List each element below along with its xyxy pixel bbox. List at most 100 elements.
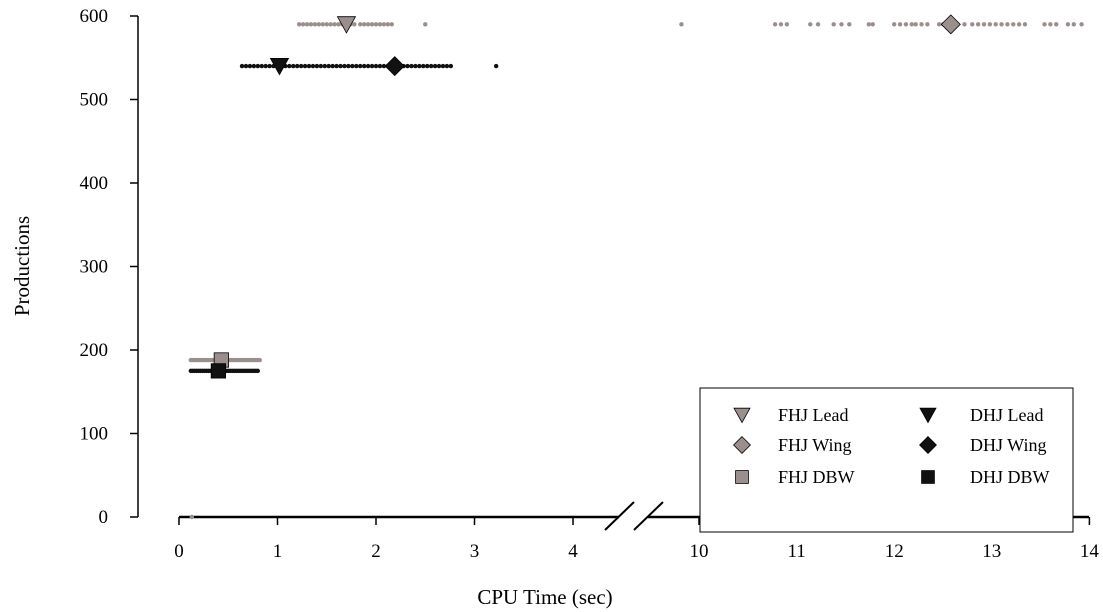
legend-label-dhj-dbw: DHJ DBW <box>970 467 1050 487</box>
run-point <box>1048 22 1053 27</box>
run-point <box>304 22 310 27</box>
run-point <box>831 22 836 27</box>
run-point <box>369 63 375 69</box>
run-point <box>423 22 428 27</box>
run-point <box>870 22 875 27</box>
legend-swatch-dhj-lead <box>919 407 937 424</box>
run-point <box>361 22 367 27</box>
run-point <box>1042 22 1047 27</box>
run-point <box>892 22 897 27</box>
run-point <box>358 63 363 69</box>
run-point <box>312 22 318 27</box>
run-point <box>839 22 844 27</box>
run-point <box>332 22 337 27</box>
run-point <box>320 22 326 27</box>
legend-label-fhj-dbw: FHJ DBW <box>778 467 855 487</box>
run-point <box>1079 22 1084 27</box>
run-point <box>259 63 264 69</box>
x-tick-label: 3 <box>470 541 480 562</box>
run-point <box>330 63 335 69</box>
run-point <box>784 22 790 27</box>
run-point <box>975 22 981 27</box>
run-point <box>377 22 383 27</box>
run-point <box>1065 22 1071 27</box>
run-point <box>421 63 426 69</box>
dhj-dbw-mean-marker <box>210 363 226 379</box>
run-point <box>381 63 387 69</box>
run-point <box>772 22 778 27</box>
run-point <box>962 22 967 27</box>
y-tick-label: 100 <box>80 424 109 445</box>
run-point <box>432 63 438 69</box>
run-point <box>255 368 260 374</box>
legend-swatch-dhj-wing <box>919 436 937 454</box>
run-point <box>936 22 942 27</box>
run-point <box>326 63 331 69</box>
run-point <box>308 22 314 27</box>
x-tick-label: 10 <box>690 541 709 562</box>
run-point <box>255 63 260 69</box>
run-point <box>1016 22 1022 27</box>
dhj-wing-mean-marker <box>384 56 405 77</box>
run-point <box>389 22 394 27</box>
run-point <box>1071 22 1076 27</box>
legend-label-fhj-wing: FHJ Wing <box>778 435 851 455</box>
run-point <box>243 63 249 69</box>
legend-label-fhj-lead: FHJ Lead <box>778 405 849 425</box>
run-point <box>1011 22 1016 27</box>
run-point <box>909 22 914 27</box>
legend-swatch-dhj-dbw <box>921 470 935 484</box>
x-tick-label: 11 <box>787 541 805 562</box>
legend-box <box>699 387 1074 533</box>
run-point <box>189 514 195 520</box>
x-axis-title: CPU Time (sec) <box>477 585 612 609</box>
x-tick-label: 13 <box>982 541 1001 562</box>
run-point <box>913 22 918 27</box>
dhj-lead-mean-marker <box>269 58 290 76</box>
run-point <box>314 63 320 69</box>
legend: FHJ Lead FHJ Wing FHJ DBW DHJ Lead DHJ Wing D… <box>699 387 1074 533</box>
run-point <box>334 63 339 69</box>
run-point <box>444 63 450 69</box>
run-point <box>300 22 306 27</box>
run-point <box>428 63 434 69</box>
run-point <box>847 22 852 27</box>
y-tick-label: 300 <box>80 257 109 278</box>
run-point <box>417 63 422 69</box>
run-point <box>993 22 998 27</box>
run-point <box>413 63 418 69</box>
run-point <box>409 63 414 69</box>
fhj-lead-mean-marker <box>336 16 357 34</box>
run-point <box>815 22 821 27</box>
x-tick-label: 12 <box>885 541 904 562</box>
run-point <box>358 22 363 27</box>
run-point <box>778 22 784 27</box>
run-point <box>897 22 903 27</box>
axis-break-mark <box>633 501 664 531</box>
run-point <box>295 63 300 69</box>
run-point <box>377 63 383 69</box>
run-point <box>298 63 304 69</box>
y-axis-title: Productions <box>10 216 34 316</box>
run-point <box>306 63 312 69</box>
run-point <box>373 63 379 69</box>
run-point <box>318 63 324 69</box>
run-point <box>925 22 930 27</box>
run-point <box>346 63 351 69</box>
x-tick-label: 1 <box>273 541 283 562</box>
run-point <box>338 63 343 69</box>
run-point <box>350 63 355 69</box>
legend-label-dhj-wing: DHJ Wing <box>970 435 1046 455</box>
run-point <box>1005 22 1010 27</box>
run-point <box>440 63 446 69</box>
x-tick-label: 14 <box>1080 541 1100 562</box>
run-point <box>425 63 430 69</box>
run-point <box>981 22 987 27</box>
axis-break-mark <box>604 501 635 531</box>
run-point <box>448 63 454 69</box>
run-point <box>679 22 684 27</box>
run-point <box>291 63 296 69</box>
run-point <box>239 63 245 69</box>
y-tick-label: 500 <box>80 90 109 111</box>
